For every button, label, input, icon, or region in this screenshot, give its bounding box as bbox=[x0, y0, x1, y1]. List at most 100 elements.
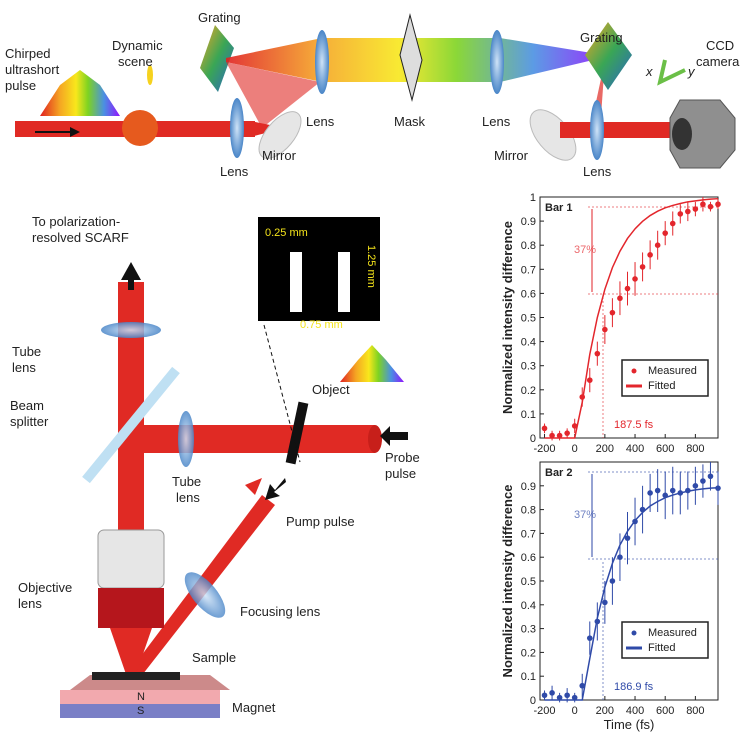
data-point bbox=[693, 483, 699, 489]
label: Lens bbox=[306, 114, 335, 129]
x-tick-label: 0 bbox=[572, 705, 578, 717]
label: Lens bbox=[482, 114, 511, 129]
data-point bbox=[632, 519, 638, 525]
lens bbox=[230, 98, 244, 158]
y-tick-label: 0.6 bbox=[521, 552, 536, 564]
data-point bbox=[617, 295, 623, 301]
data-point bbox=[595, 619, 601, 625]
label: Focusing lens bbox=[240, 604, 321, 619]
y-tick-label: 1 bbox=[530, 192, 536, 204]
label: N bbox=[137, 691, 145, 703]
legend-marker bbox=[632, 369, 637, 374]
x-tick-label: 400 bbox=[626, 705, 644, 717]
label: 0.25 mm bbox=[265, 227, 308, 239]
y-tick-label: 0.1 bbox=[521, 671, 536, 683]
data-point bbox=[700, 201, 706, 207]
data-point bbox=[610, 310, 616, 316]
axes-icon bbox=[660, 60, 685, 82]
legend-marker bbox=[632, 631, 637, 636]
chart-label: Bar 2 bbox=[545, 467, 573, 479]
data-point bbox=[595, 351, 601, 357]
label: Lens bbox=[220, 164, 249, 179]
y-axis-label: Normalized intensity difference bbox=[500, 485, 515, 678]
x-tick-label: 600 bbox=[656, 705, 674, 717]
label: Magnet bbox=[232, 700, 276, 715]
data-point bbox=[677, 490, 683, 496]
data-point bbox=[587, 635, 593, 641]
data-point bbox=[557, 433, 563, 439]
data-point bbox=[685, 488, 691, 494]
label: Grating bbox=[198, 10, 241, 25]
annotation: 187.5 fs bbox=[614, 419, 654, 431]
y-tick-label: 0.8 bbox=[521, 505, 536, 517]
beam bbox=[560, 122, 680, 138]
data-point bbox=[579, 683, 585, 689]
data-point bbox=[542, 426, 548, 432]
data-point bbox=[625, 535, 631, 541]
tube-lens bbox=[178, 411, 194, 467]
data-point bbox=[542, 692, 548, 698]
lens bbox=[315, 30, 329, 94]
label: y bbox=[687, 64, 696, 79]
label: Grating bbox=[580, 30, 623, 45]
fit-line bbox=[545, 488, 718, 700]
data-point bbox=[685, 209, 691, 215]
y-axis-label: Normalized intensity difference bbox=[500, 221, 515, 414]
data-point bbox=[557, 695, 563, 701]
data-point bbox=[602, 327, 608, 333]
label: lens bbox=[12, 360, 36, 375]
lens bbox=[590, 100, 604, 160]
data-point bbox=[549, 690, 555, 696]
data-point bbox=[572, 423, 578, 429]
data-point bbox=[662, 493, 668, 499]
data-point bbox=[610, 578, 616, 584]
y-tick-label: 0.7 bbox=[521, 528, 536, 540]
legend-label: Fitted bbox=[648, 380, 676, 392]
tube-lens bbox=[101, 322, 161, 338]
y-tick-label: 0.9 bbox=[521, 216, 536, 228]
y-tick-label: 0.1 bbox=[521, 409, 536, 421]
data-point bbox=[640, 507, 646, 513]
x-axis-label: Time (fs) bbox=[604, 717, 655, 732]
x-tick-label: 800 bbox=[686, 705, 704, 717]
x-tick-label: -200 bbox=[534, 443, 556, 455]
data-point bbox=[693, 206, 699, 212]
label: x bbox=[645, 64, 653, 79]
data-point bbox=[655, 242, 661, 248]
legend-label: Fitted bbox=[648, 642, 676, 654]
y-tick-label: 0.4 bbox=[521, 600, 536, 612]
x-tick-label: 400 bbox=[626, 443, 644, 455]
label: Objective bbox=[18, 580, 72, 595]
data-point bbox=[655, 488, 661, 494]
charts: 00.10.20.30.40.50.60.70.80.91-2000200400… bbox=[500, 192, 721, 732]
data-point bbox=[564, 692, 570, 698]
data-point bbox=[632, 276, 638, 282]
arrow bbox=[265, 478, 286, 500]
y-tick-label: 0.3 bbox=[521, 361, 536, 373]
chart-label: Bar 1 bbox=[545, 202, 573, 214]
y-tick-label: 0.8 bbox=[521, 240, 536, 252]
label: 1.25 mm bbox=[365, 245, 377, 288]
dynamic-scene bbox=[122, 110, 158, 146]
mask bbox=[400, 15, 422, 100]
lens bbox=[490, 30, 504, 94]
label: Mirror bbox=[494, 148, 529, 163]
probe-spectrum bbox=[340, 345, 404, 382]
label: 0.75 mm bbox=[300, 319, 343, 331]
label: resolved SCARF bbox=[32, 230, 129, 245]
label: Lens bbox=[583, 164, 612, 179]
data-point bbox=[708, 473, 714, 479]
y-tick-label: 0.5 bbox=[521, 576, 536, 588]
data-point bbox=[647, 490, 653, 496]
annotation: 186.9 fs bbox=[614, 681, 654, 693]
y-tick-label: 0.2 bbox=[521, 647, 536, 659]
label: S bbox=[137, 705, 144, 717]
data-point bbox=[572, 695, 578, 701]
data-point bbox=[708, 204, 714, 210]
data-point bbox=[564, 430, 570, 436]
data-point bbox=[617, 554, 623, 560]
slit bbox=[290, 252, 302, 312]
x-tick-label: 200 bbox=[596, 443, 614, 455]
x-tick-label: -200 bbox=[534, 705, 556, 717]
label: Tube bbox=[172, 474, 201, 489]
